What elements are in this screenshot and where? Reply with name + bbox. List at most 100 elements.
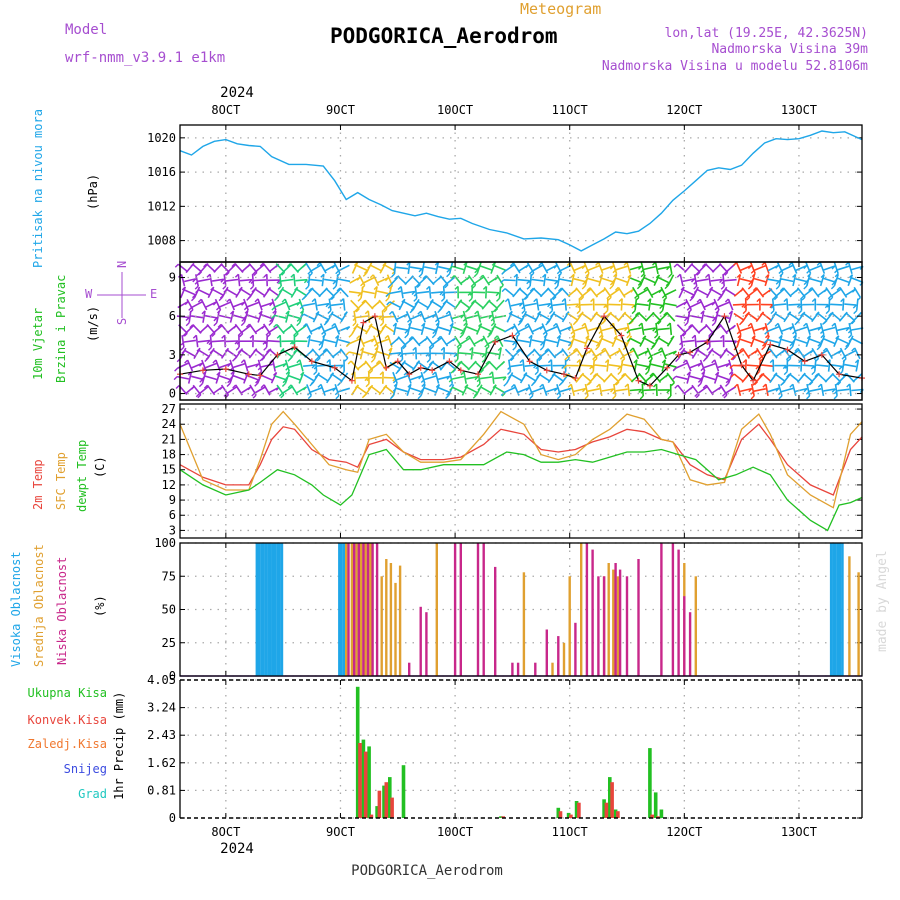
wind-arrow-head [619, 355, 624, 360]
wind-arrow-head [514, 331, 519, 336]
wind-arrow-head [401, 298, 406, 303]
wind-arrow-head [539, 383, 544, 388]
wind-arrow-head [290, 273, 295, 278]
wind-arrow [460, 361, 471, 371]
wind-arrow [197, 339, 211, 343]
wind-arrow-head [501, 288, 506, 293]
wind-arrow [819, 274, 825, 287]
wind-arrow-head [237, 332, 242, 337]
wind-arrow [839, 347, 847, 360]
wind-arrow-head [379, 322, 384, 327]
wind-arrow [615, 326, 628, 332]
wind-arrow-head [510, 384, 515, 388]
x-tick-label-top: 9OCT [326, 103, 355, 117]
precip-total-bar [659, 809, 664, 818]
wind-arrow-head [218, 297, 223, 302]
wind-arrow [359, 347, 365, 360]
wind-arrow [298, 298, 305, 311]
wind-arrow [837, 326, 850, 332]
wind-arrow-head [231, 263, 236, 268]
precip-conv-bar [577, 802, 581, 818]
precip-conv-bar [616, 811, 620, 818]
precip-total-bar [648, 748, 652, 818]
wind-arrow-head [416, 360, 420, 365]
wind-arrow-head [558, 382, 563, 387]
wind-arrow [601, 388, 614, 392]
wind-arrow-head [511, 325, 516, 330]
wind-arrow [777, 335, 783, 348]
wind-arrow-head [353, 262, 358, 266]
wind-arrow-head [453, 353, 458, 358]
wind-arrow [279, 335, 282, 348]
wind-arrow-head [747, 265, 752, 270]
wind-arrow-head [212, 359, 217, 364]
wind-arrow-head [789, 342, 794, 347]
wind-arrow [510, 313, 523, 321]
wind-arrow [728, 359, 734, 372]
wind-arrow [333, 323, 341, 335]
wind-arrow [567, 349, 579, 358]
wind-arrow [191, 263, 203, 273]
wind-arrow [767, 338, 780, 344]
wind-arrow-head [280, 394, 285, 399]
wind-arrow-head [230, 310, 234, 315]
wind-arrow [351, 323, 359, 335]
wind-arrow-head [668, 273, 673, 278]
precip-conv-bar [377, 790, 382, 818]
y-tick-label: 1016 [147, 165, 176, 179]
wind-arrow-head [442, 283, 447, 288]
wind-arrow [781, 338, 794, 344]
wind-arrow-head [629, 320, 634, 325]
wind-arrow-head [661, 294, 666, 299]
x-tick-label-top: 12OCT [666, 103, 702, 117]
wind-arrow-head [728, 370, 733, 375]
wind-arrow-head [614, 381, 618, 386]
wind-arrow-head [454, 285, 459, 290]
wind-arrow [342, 298, 346, 311]
wind-arrow-head [567, 383, 572, 388]
wind-arrow [555, 323, 562, 335]
wind-arrow-head [491, 261, 496, 266]
cloud-low-bar [362, 543, 365, 676]
wind-arrow-head [209, 349, 214, 354]
wind-arrow-head [413, 292, 418, 297]
wind-arrow-head [296, 322, 301, 327]
wind-arrow [830, 288, 842, 297]
wind-arrow-head [772, 295, 777, 300]
wind-arrow [837, 388, 850, 392]
wind-arrow-head [789, 326, 794, 331]
wind-arrow [809, 277, 822, 283]
wind-arrow [775, 373, 786, 383]
wind-arrow-head [730, 373, 735, 378]
wind-arrow [817, 312, 828, 322]
wind-arrow-head [241, 317, 246, 322]
wind-arrow-head [221, 334, 226, 339]
wind-arrow [612, 262, 618, 274]
wind-arrow [584, 383, 589, 397]
wind-arrow-head [435, 321, 440, 326]
wind-arrow [553, 373, 564, 382]
wind-arrow-head [311, 364, 316, 369]
x-tick-label-top: 10OCT [437, 103, 473, 117]
wind-arrow-head [238, 286, 243, 291]
wind-arrow-head [332, 387, 337, 392]
legend-conv: Konvek.Kisa [28, 713, 107, 727]
wind-arrow-head [476, 378, 481, 383]
y-tick-label: 27 [162, 402, 176, 416]
wind-arrow-head [354, 384, 359, 389]
wind-arrow-head [578, 295, 583, 300]
wind-arrow [847, 261, 853, 275]
wind-arrow-head [683, 301, 688, 306]
wind-arrow-head [285, 366, 290, 371]
wind-arrow-head [724, 298, 729, 303]
cloud-low-bar [688, 612, 692, 676]
wind-arrow-head [769, 304, 774, 309]
y-tick-label: 18 [162, 448, 176, 462]
wind-arrow-head [412, 346, 417, 351]
wind-arrow-head [556, 270, 561, 275]
wind-arrow-head [567, 326, 572, 331]
wind-arrow-head [404, 334, 409, 339]
wind-arrow [851, 265, 864, 271]
wind-arrow-head [378, 315, 383, 320]
cloud-high-bar [257, 543, 261, 676]
